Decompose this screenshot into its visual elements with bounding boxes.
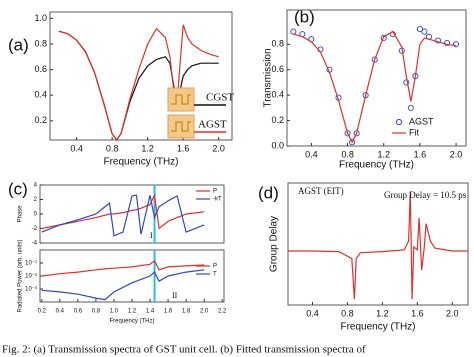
y-axis-label: Radiated Power (arb. units) [18,239,24,312]
y-axis-label: Phase [18,205,24,223]
x-tick-label: 1.4 [146,309,155,315]
legend-label: P [213,189,217,195]
x-tick-label: 1.0 [110,309,119,315]
y-tick-label: 10⁻² [25,274,37,280]
plot-frame [286,9,467,147]
x-tick-label: 0.4 [70,143,83,153]
plot-frame [39,184,225,244]
legend-label: AGST [409,116,434,126]
y-axis-label: Group Delay [269,216,280,272]
y-tick-label: -4 [32,241,38,247]
x-tick-label: 0.6 [74,309,83,315]
x-axis-label: Frequency (THz) [339,160,414,171]
y-tick-label: 0.6 [34,64,47,74]
y-tick-label: 0.0 [271,140,284,150]
x-tick-label: 0.8 [106,143,119,153]
legend-label: Fit [409,127,419,137]
x-tick-label: 2.0 [446,308,459,318]
x-tick-label: 1.2 [377,149,390,159]
inset-wave [171,121,191,132]
x-tick-label: 1.2 [376,308,389,318]
panel-label: (b) [294,7,315,26]
x-axis-label: Frequency (THz) [103,157,178,168]
x-tick-label: 2.0 [200,309,209,315]
data-point [407,104,414,111]
annotation: II [172,291,178,300]
series-line [288,191,468,300]
annotation: I [150,231,153,240]
x-tick-label: 2.0 [450,149,463,159]
data-point [290,28,297,35]
inset-icon [167,87,195,112]
data-point [371,56,378,63]
x-tick-label: 1.6 [164,309,173,315]
legend-label: -kT [213,197,222,203]
series-line [58,24,219,142]
series-line [41,193,205,230]
x-tick-label: 0.4 [56,309,65,315]
data-point [344,130,351,137]
plot-frame [49,11,233,141]
x-tick-label: 2.2 [218,309,227,315]
plot-frame [287,182,469,306]
legend-label: CGST [206,92,234,104]
y-tick-label: 0.2 [34,115,47,125]
x-tick-label: 0.2 [38,309,47,315]
x-tick-label: 0.8 [341,308,354,318]
y-tick-label: 10⁻¹ [25,261,37,267]
data-point [453,41,460,48]
y-tick-label: 2 [34,197,38,203]
x-tick-label: 0.4 [305,149,318,159]
x-tick-label: 1.6 [414,149,427,159]
data-point [349,139,356,146]
y-tick-label: 0.6 [271,64,284,74]
series-line [41,259,205,277]
x-tick-label: 1.6 [411,308,424,318]
x-tick-label: 0.4 [306,308,319,318]
x-tick-label: 0.8 [92,309,101,315]
series-line [293,30,457,144]
inset-wave [171,94,191,105]
data-point [380,34,387,42]
data-point [403,79,410,86]
inset-icon [167,114,195,139]
legend-label: AGST [198,119,227,131]
x-tick-label: 1.6 [177,143,190,153]
panel-label: (c) [8,179,28,198]
y-tick-label: 1.0 [34,13,47,23]
panel-label: (d) [258,183,279,202]
y-tick-label: 0.8 [271,39,284,49]
panel-label: (a) [8,35,29,54]
annotation: AGST (EIT) [298,186,344,196]
legend-label: P [213,264,217,270]
caption: Fig. 2: (a) Transmission spectra of GST … [2,344,366,356]
y-tick-label: 0.8 [34,38,47,48]
x-axis-label: Frequency (THz) [109,319,154,325]
y-tick-label: 0.2 [271,115,284,125]
x-tick-label: 0.8 [341,149,354,159]
plot-frame [39,249,225,303]
y-tick-label: 4 [34,183,38,189]
y-tick-label: 10⁻³ [25,287,37,293]
series-line [41,194,205,237]
x-axis-label: Frequency (THz) [340,322,415,333]
data-point [421,28,428,35]
x-tick-label: 1.2 [128,309,137,315]
legend-label: T [213,272,217,278]
annotation: Group Delay = 10.5 ps [384,190,467,200]
x-tick-label: 1.8 [182,309,191,315]
legend-swatch [395,118,403,126]
y-tick-label: 0.4 [34,90,47,100]
data-point [416,26,423,33]
y-tick-label: 0.4 [271,90,284,100]
y-axis-label: Transmission [263,48,274,107]
x-tick-label: 2.0 [212,143,225,153]
y-tick-label: 0 [34,212,38,218]
series-line [41,269,205,301]
y-tick-label: -2 [32,226,38,232]
x-tick-label: 1.2 [141,143,154,153]
